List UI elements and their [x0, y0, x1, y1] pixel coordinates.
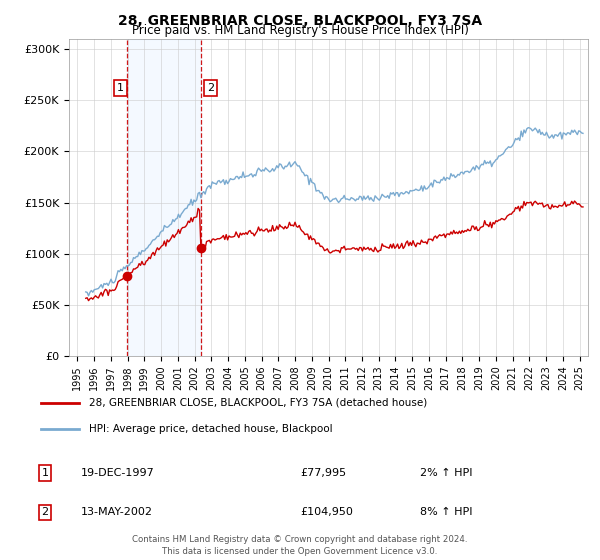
Text: 2% ↑ HPI: 2% ↑ HPI — [420, 468, 473, 478]
Text: 8% ↑ HPI: 8% ↑ HPI — [420, 507, 473, 517]
Text: 28, GREENBRIAR CLOSE, BLACKPOOL, FY3 7SA (detached house): 28, GREENBRIAR CLOSE, BLACKPOOL, FY3 7SA… — [89, 398, 428, 408]
Text: Price paid vs. HM Land Registry's House Price Index (HPI): Price paid vs. HM Land Registry's House … — [131, 24, 469, 37]
Text: £77,995: £77,995 — [300, 468, 346, 478]
Bar — [127, 39, 201, 356]
Text: 2: 2 — [41, 507, 49, 517]
Text: HPI: Average price, detached house, Blackpool: HPI: Average price, detached house, Blac… — [89, 424, 333, 434]
Text: 1: 1 — [117, 83, 124, 94]
Text: 19-DEC-1997: 19-DEC-1997 — [81, 468, 155, 478]
Text: 1: 1 — [41, 468, 49, 478]
Text: 28, GREENBRIAR CLOSE, BLACKPOOL, FY3 7SA: 28, GREENBRIAR CLOSE, BLACKPOOL, FY3 7SA — [118, 14, 482, 28]
Text: £104,950: £104,950 — [300, 507, 353, 517]
Text: Contains HM Land Registry data © Crown copyright and database right 2024.
This d: Contains HM Land Registry data © Crown c… — [132, 535, 468, 556]
Text: 2: 2 — [207, 83, 214, 94]
Text: 13-MAY-2002: 13-MAY-2002 — [81, 507, 153, 517]
